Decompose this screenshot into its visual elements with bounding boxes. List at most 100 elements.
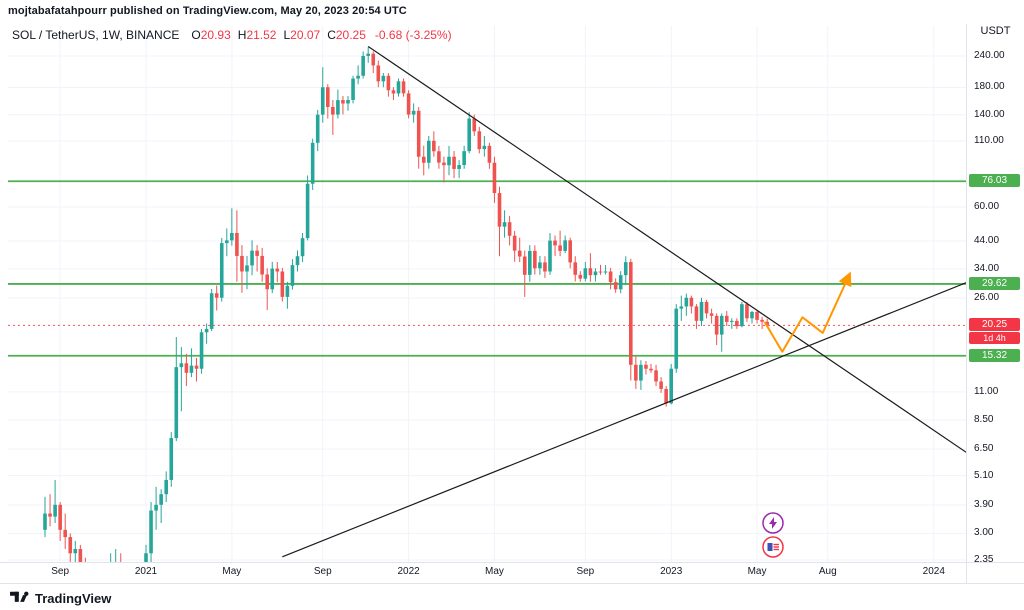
- candle-body: [442, 162, 446, 166]
- candle-body: [58, 504, 62, 530]
- candle-body: [714, 315, 719, 335]
- time-tick-month[interactable]: Sep: [313, 566, 332, 577]
- footer-separator: [0, 583, 1024, 584]
- candle-body: [214, 293, 219, 298]
- candle-body: [462, 151, 466, 166]
- candle-body: [401, 81, 406, 94]
- level-price-badge: 76.03: [969, 174, 1020, 188]
- candle-body: [280, 271, 285, 297]
- ohlc-close: C20.25: [327, 28, 366, 42]
- candle-body: [533, 250, 537, 269]
- time-tick-year[interactable]: 2023: [660, 566, 683, 577]
- candle-body: [704, 301, 709, 314]
- candle-body: [684, 297, 689, 307]
- price-tick-label: 3.00: [974, 527, 994, 539]
- time-tick-month[interactable]: Sep: [51, 566, 70, 577]
- candle-body: [603, 271, 608, 273]
- candle-body: [144, 553, 148, 562]
- candle-body: [467, 118, 471, 152]
- symbol-legend[interactable]: SOL / TetherUS, 1W, BINANCE O20.93 H21.52 L…: [12, 28, 452, 42]
- candle-body: [740, 304, 744, 327]
- candle-body: [250, 250, 254, 266]
- time-tick-month[interactable]: May: [484, 566, 504, 577]
- footer[interactable]: TradingView: [10, 589, 111, 607]
- candle-body: [366, 53, 370, 56]
- footer-brand-text[interactable]: TradingView: [35, 590, 112, 606]
- candle-body: [305, 183, 310, 239]
- price-tick-label: 11.00: [974, 385, 999, 397]
- ohlc-close-label: C: [327, 28, 336, 42]
- candle-body: [522, 256, 527, 275]
- candle-body: [179, 363, 184, 368]
- price-tick-label: 240.00: [974, 50, 1005, 61]
- candle-body: [593, 271, 598, 276]
- candle-body: [396, 81, 401, 94]
- descending-trendline[interactable]: [367, 45, 969, 454]
- plot-area[interactable]: [8, 26, 969, 610]
- candle-body: [457, 165, 461, 169]
- candle-body: [260, 255, 264, 275]
- price-tick-label: 2.35: [974, 554, 994, 565]
- candle-body: [149, 510, 153, 554]
- candle-body: [194, 365, 199, 369]
- time-tick-month[interactable]: Sep: [576, 566, 595, 577]
- candle-body: [356, 75, 360, 79]
- ohlc-high-value: 21.52: [246, 28, 277, 42]
- time-axis[interactable]: Sep 2021 May Sep 2022 May Sep 2023 May Aug 2024: [0, 563, 966, 583]
- candle-body: [154, 504, 158, 511]
- time-tick-year[interactable]: 2021: [134, 566, 158, 577]
- price-tick-label: 6.50: [974, 443, 994, 455]
- candle-body: [53, 504, 57, 517]
- tradingview-logo-icon[interactable]: [10, 591, 29, 606]
- candle-body: [548, 240, 552, 272]
- ohlc-close-value: 20.25: [335, 28, 366, 42]
- time-tick-year[interactable]: 2022: [397, 566, 420, 577]
- attribution-text: mojtabafatahpourr published on TradingVi…: [8, 5, 407, 17]
- candle-body: [134, 595, 138, 602]
- flag-sticker-icon[interactable]: [762, 536, 784, 558]
- time-tick-month[interactable]: May: [747, 566, 767, 577]
- time-tick-year[interactable]: 2024: [922, 566, 945, 577]
- candle-body: [290, 265, 295, 286]
- candle-body: [361, 55, 365, 76]
- candle-body: [563, 240, 567, 251]
- candle-body: [219, 243, 224, 298]
- candle-body: [235, 232, 239, 256]
- candle-body: [709, 313, 714, 316]
- candle-body: [189, 365, 194, 373]
- candle-body: [507, 222, 512, 236]
- candle-body: [492, 162, 497, 194]
- candle-body: [225, 240, 229, 244]
- candle-body: [669, 368, 673, 404]
- candle-body: [331, 106, 335, 115]
- price-axis[interactable]: 240.00 180.00 140.00 110.00 60.00 44.00 34.00 2…: [967, 0, 1024, 583]
- candle-body: [618, 275, 623, 290]
- candle-body: [139, 589, 143, 602]
- candle-body: [447, 156, 451, 166]
- candle-body: [406, 93, 411, 115]
- candle-body: [497, 193, 502, 227]
- candle-body: [573, 262, 578, 275]
- candle-body: [371, 53, 376, 66]
- ascending-trendline[interactable]: [282, 281, 969, 558]
- candle-body: [48, 513, 52, 517]
- candle-body: [416, 110, 421, 157]
- projection-path[interactable]: [763, 271, 852, 353]
- candle-body: [310, 142, 315, 184]
- candle-body: [558, 245, 562, 251]
- candle-body: [502, 222, 507, 227]
- candle-body: [300, 238, 305, 257]
- candle-body: [730, 320, 734, 322]
- candle-body: [164, 479, 168, 495]
- symbol-title[interactable]: SOL / TetherUS, 1W, BINANCE: [12, 28, 180, 42]
- candle-body: [315, 114, 320, 143]
- time-tick-month[interactable]: Aug: [818, 566, 837, 577]
- candle-body: [204, 328, 209, 333]
- candle-body: [159, 494, 163, 505]
- candle-body: [295, 256, 300, 266]
- lightning-sticker-icon[interactable]: [762, 512, 784, 534]
- candle-body: [699, 301, 704, 321]
- time-tick-month[interactable]: May: [222, 566, 242, 577]
